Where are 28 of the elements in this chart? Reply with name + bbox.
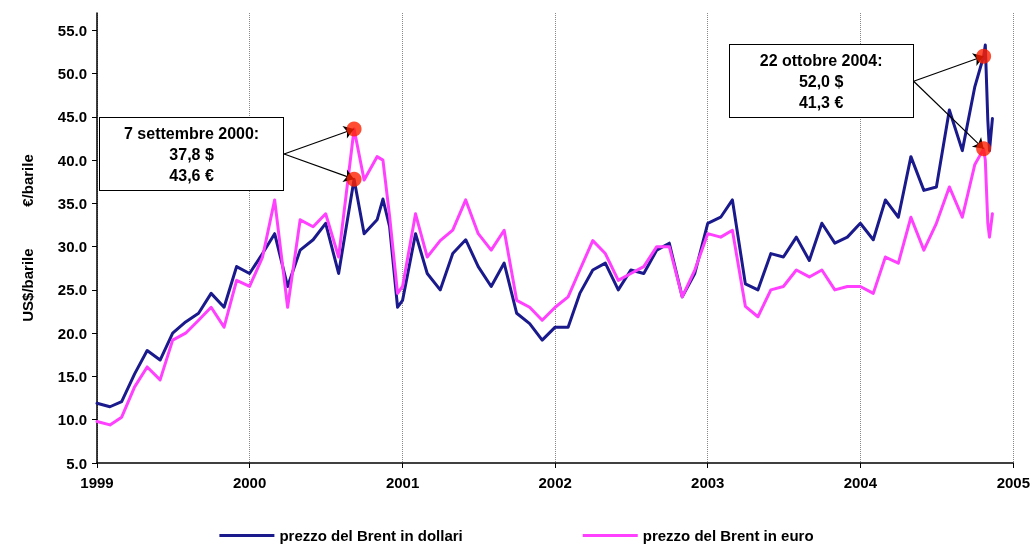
y-tick-label: 50.0 bbox=[57, 65, 87, 83]
x-tick-label: 2002 bbox=[538, 474, 572, 491]
y-tick-label: 45.0 bbox=[57, 108, 87, 126]
y-tick-label: 10.0 bbox=[57, 411, 87, 429]
legend-label: prezzo del Brent in euro bbox=[642, 527, 814, 544]
callout-box: 7 settembre 2000: 37,8 $ 43,6 € bbox=[99, 116, 285, 191]
line-series bbox=[95, 43, 994, 409]
x-tick-label: 2005 bbox=[996, 474, 1030, 491]
y-tick-label: 20.0 bbox=[57, 324, 87, 342]
x-tick-label: 1999 bbox=[80, 474, 114, 491]
y-tick-label: 15.0 bbox=[57, 367, 87, 385]
x-tick-label: 2000 bbox=[232, 474, 267, 491]
x-tick-label: 2001 bbox=[385, 474, 420, 491]
y-tick-label: 40.0 bbox=[57, 151, 87, 169]
y-tick-label: 35.0 bbox=[57, 194, 87, 212]
callout-box: 22 ottobre 2004: 52,0 $ 41,3 € bbox=[728, 44, 914, 119]
y-axis-title: US$/barile €/barile bbox=[19, 154, 36, 322]
y-tick-label: 30.0 bbox=[57, 238, 87, 256]
point bbox=[976, 141, 992, 157]
point bbox=[976, 48, 992, 64]
legend-label: prezzo del Brent in dollari bbox=[279, 527, 463, 544]
x-tick-label: 2004 bbox=[843, 474, 878, 491]
point bbox=[346, 171, 362, 187]
x-tick-label: 2003 bbox=[691, 474, 725, 491]
y-tick-label: 5.0 bbox=[66, 454, 87, 472]
y-tick-label: 55.0 bbox=[57, 21, 87, 39]
y-tick-label: 25.0 bbox=[57, 281, 87, 299]
point bbox=[346, 121, 362, 137]
